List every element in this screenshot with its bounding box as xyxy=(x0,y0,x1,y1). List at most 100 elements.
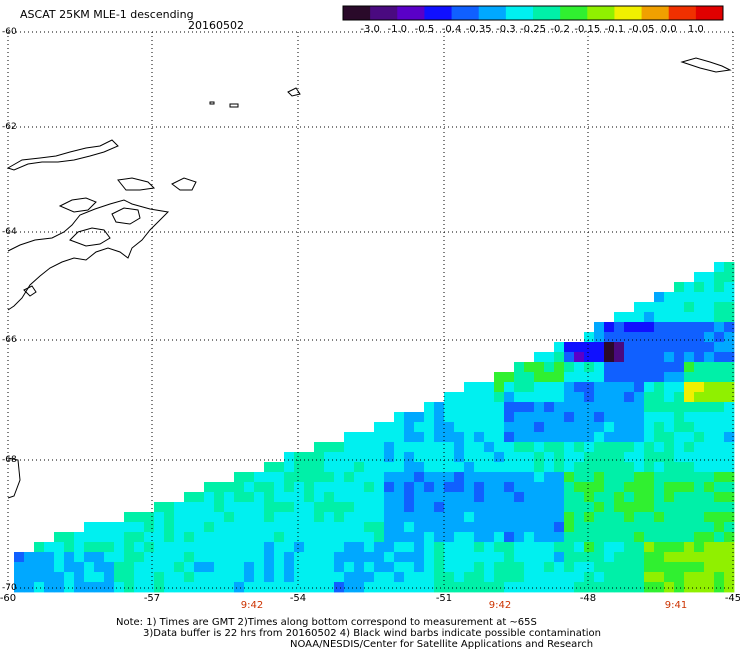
wind-cell xyxy=(644,442,655,453)
wind-cell xyxy=(324,522,335,533)
wind-cell xyxy=(314,572,325,583)
wind-cell xyxy=(594,502,605,513)
wind-cell xyxy=(564,402,575,413)
wind-cell xyxy=(464,472,475,483)
wind-cell xyxy=(674,292,685,303)
wind-cell xyxy=(484,512,495,523)
wind-cell xyxy=(324,462,335,473)
wind-cell xyxy=(464,482,475,493)
wind-cell xyxy=(404,432,415,443)
wind-cell xyxy=(724,272,735,283)
wind-cell xyxy=(424,402,435,413)
wind-cell xyxy=(244,502,255,513)
wind-cell xyxy=(524,382,535,393)
wind-cell xyxy=(694,582,705,593)
wind-cell xyxy=(494,442,505,453)
colorbar-segment xyxy=(505,6,534,20)
wind-cell xyxy=(534,432,545,443)
wind-cell xyxy=(554,572,565,583)
wind-cell xyxy=(324,582,335,593)
wind-cell xyxy=(194,522,205,533)
wind-cell xyxy=(394,502,405,513)
wind-cell xyxy=(414,502,425,513)
wind-cell xyxy=(464,512,475,523)
wind-cell xyxy=(724,552,735,563)
wind-cell xyxy=(634,432,645,443)
wind-cell xyxy=(574,392,585,403)
wind-cell xyxy=(334,522,345,533)
map-panel xyxy=(6,31,735,593)
wind-cell xyxy=(384,542,395,553)
wind-cell xyxy=(454,532,465,543)
wind-cell xyxy=(224,482,235,493)
wind-cell xyxy=(494,372,505,383)
wind-cell xyxy=(714,472,725,483)
wind-cell xyxy=(594,402,605,413)
wind-cell xyxy=(554,342,565,353)
wind-cell xyxy=(584,552,595,563)
wind-cell xyxy=(654,552,665,563)
wind-cell xyxy=(654,322,665,333)
wind-cell xyxy=(424,542,435,553)
wind-cell xyxy=(394,582,405,593)
wind-cell xyxy=(444,432,455,443)
wind-cell xyxy=(494,502,505,513)
wind-cell xyxy=(584,562,595,573)
wind-cell xyxy=(684,542,695,553)
wind-cell xyxy=(314,552,325,563)
wind-cell xyxy=(614,342,625,353)
wind-cell xyxy=(64,552,75,563)
colorbar-segment xyxy=(560,6,588,20)
wind-cell xyxy=(214,552,225,563)
wind-cell xyxy=(664,492,675,503)
wind-cell xyxy=(644,342,655,353)
wind-cell xyxy=(334,542,345,553)
wind-cell xyxy=(414,422,425,433)
wind-cell xyxy=(14,572,25,583)
wind-cell xyxy=(184,582,195,593)
wind-cell xyxy=(44,542,55,553)
wind-cell xyxy=(484,412,495,423)
wind-cell xyxy=(654,402,665,413)
wind-cell xyxy=(614,582,625,593)
wind-cell xyxy=(484,452,495,463)
wind-cell xyxy=(484,392,495,403)
wind-cell xyxy=(344,542,355,553)
wind-cell xyxy=(134,562,145,573)
wind-cell xyxy=(704,292,715,303)
wind-cell xyxy=(384,462,395,473)
wind-cell xyxy=(674,542,685,553)
wind-cell xyxy=(684,532,695,543)
wind-cell xyxy=(634,322,645,333)
wind-cell xyxy=(84,552,95,563)
wind-cell xyxy=(184,562,195,573)
wind-cell xyxy=(294,552,305,563)
wind-cell xyxy=(504,482,515,493)
wind-cell xyxy=(454,562,465,573)
wind-cell xyxy=(484,492,495,503)
wind-cell xyxy=(224,532,235,543)
wind-cell xyxy=(654,562,665,573)
coastline-island-f xyxy=(58,197,97,213)
wind-cell xyxy=(724,422,735,433)
wind-cell xyxy=(54,562,65,573)
wind-cell xyxy=(664,402,675,413)
wind-cell xyxy=(204,562,215,573)
wind-cell xyxy=(54,532,65,543)
wind-cell xyxy=(664,552,675,563)
wind-cell xyxy=(714,552,725,563)
wind-cell xyxy=(424,472,435,483)
wind-cell xyxy=(724,562,735,573)
wind-cell xyxy=(164,582,175,593)
wind-cell xyxy=(614,512,625,523)
wind-cell xyxy=(264,502,275,513)
wind-cell xyxy=(594,582,605,593)
wind-cell xyxy=(194,492,205,503)
wind-cell xyxy=(204,522,215,533)
wind-cell xyxy=(474,552,485,563)
wind-cell xyxy=(404,482,415,493)
wind-cell xyxy=(664,442,675,453)
wind-cell xyxy=(714,342,725,353)
wind-cell xyxy=(274,562,285,573)
wind-cell xyxy=(704,442,715,453)
